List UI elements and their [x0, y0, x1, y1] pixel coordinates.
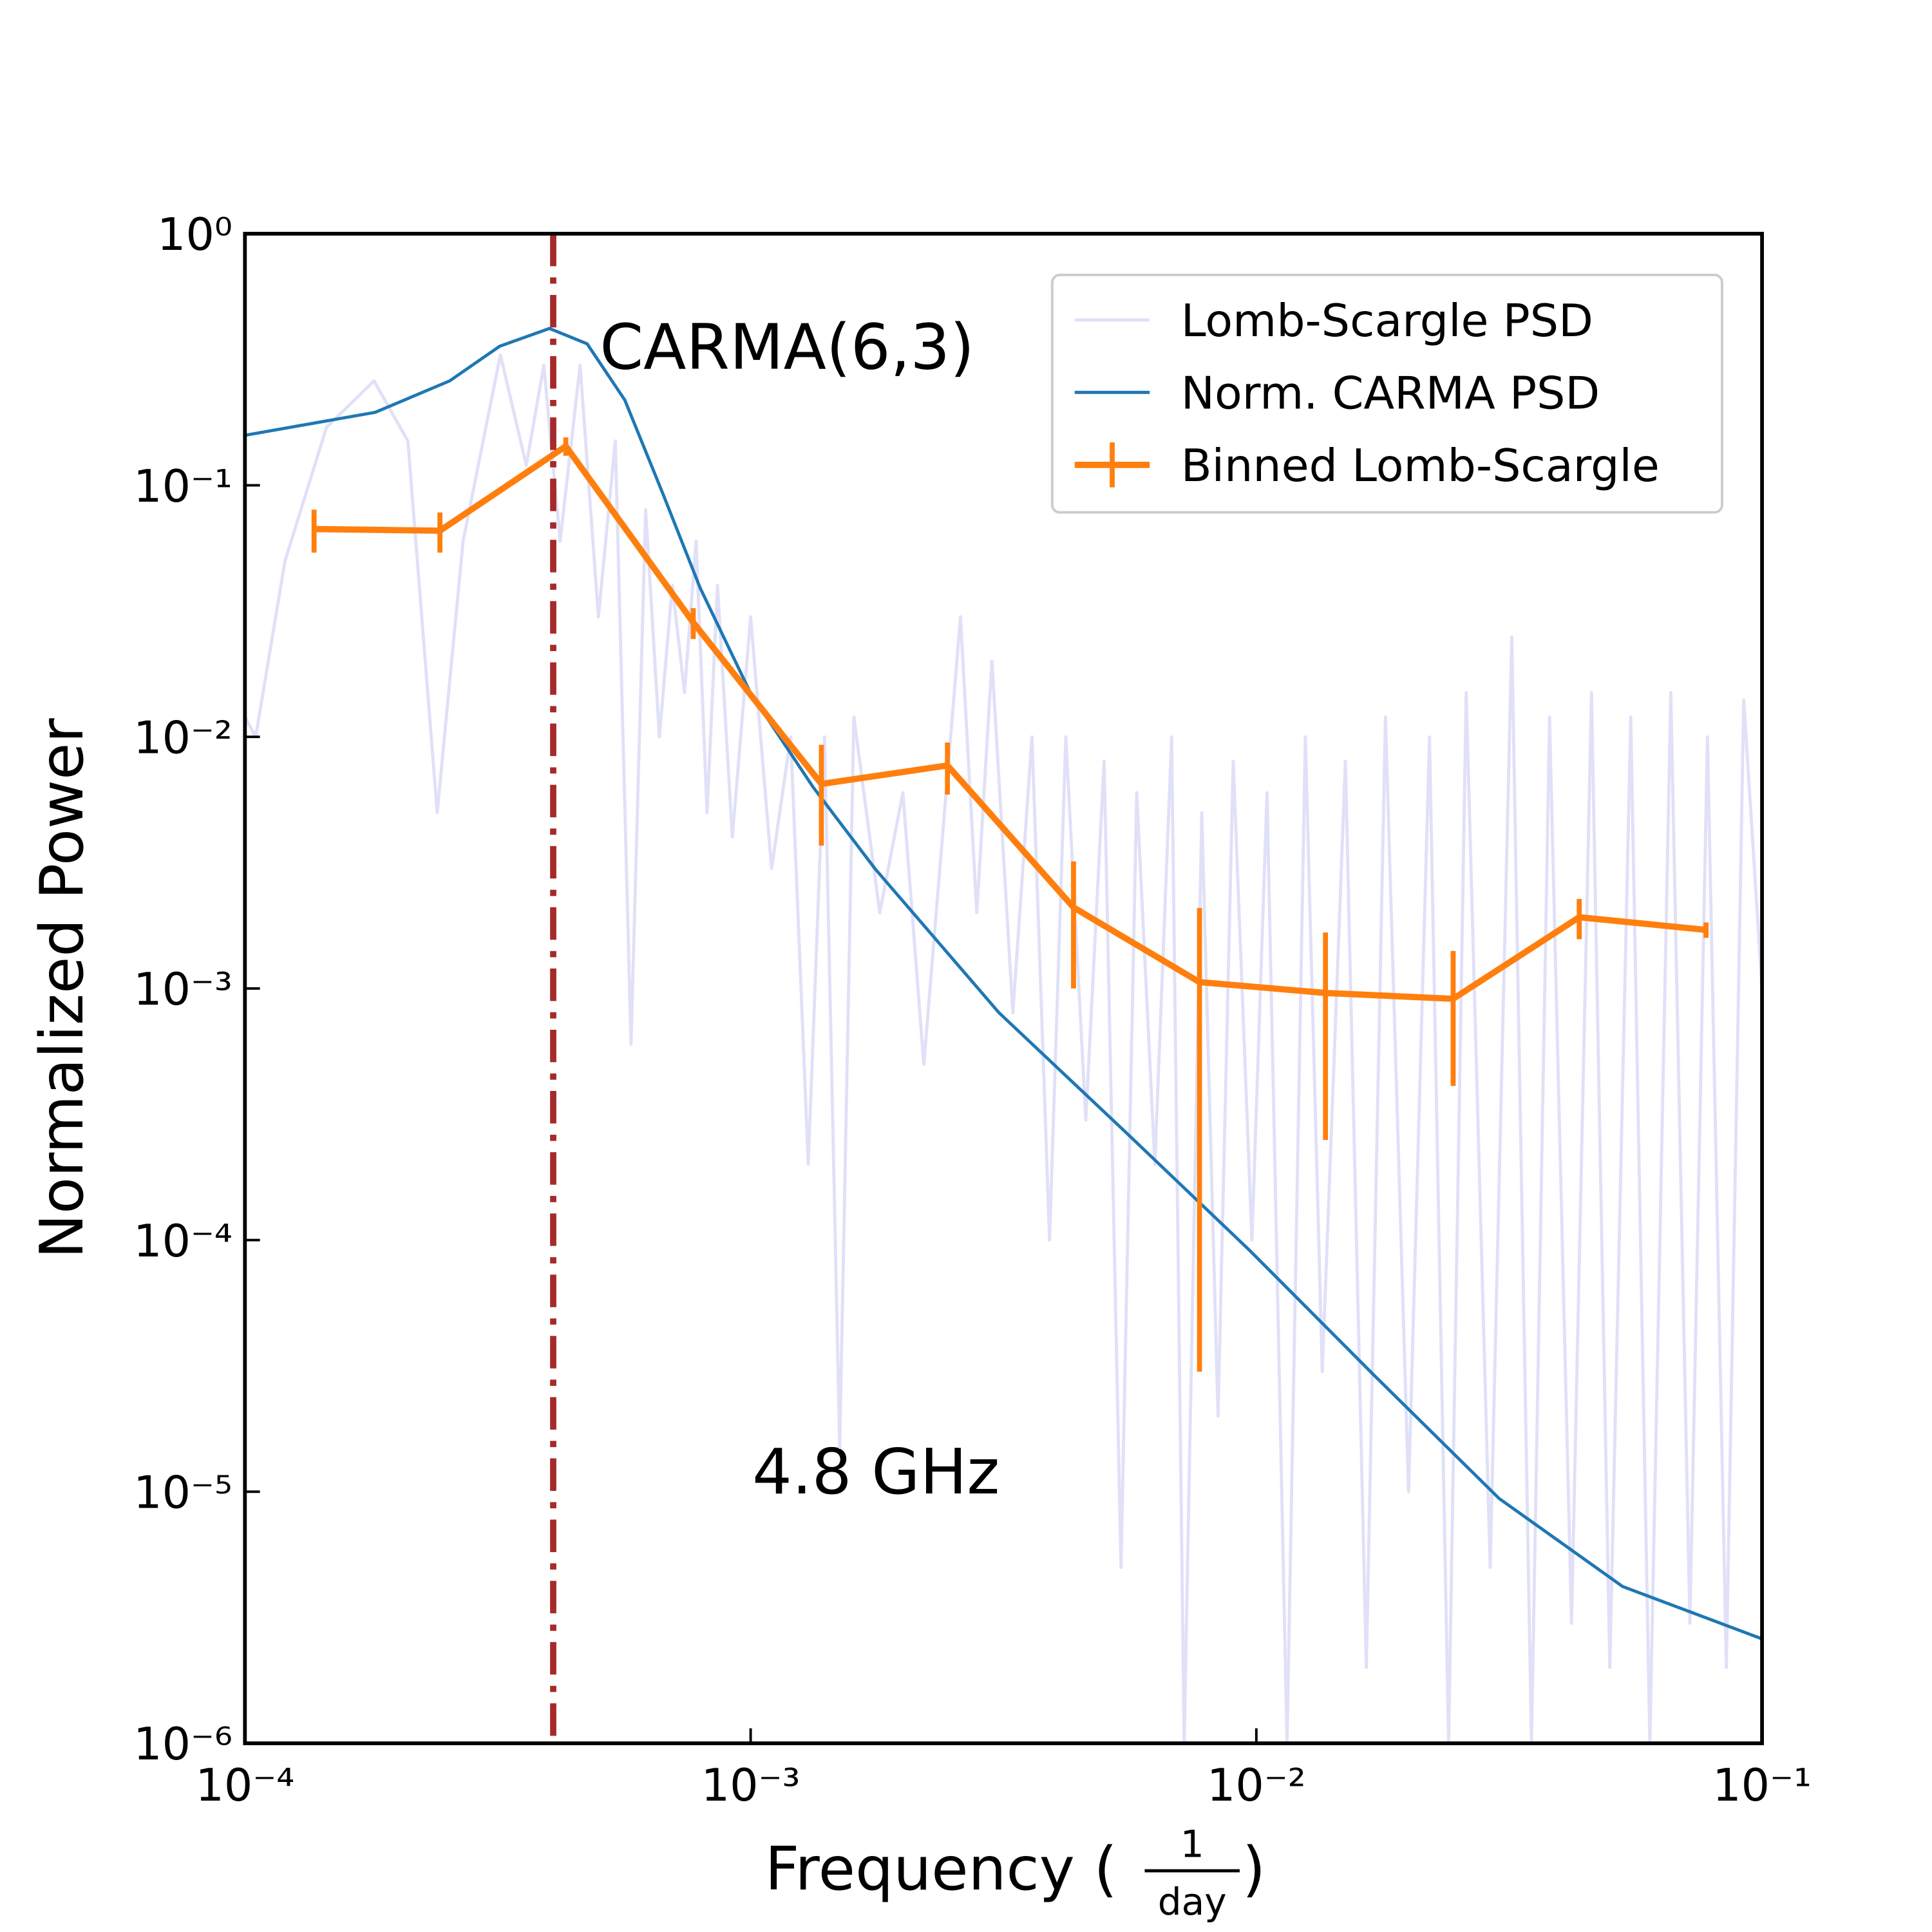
series-line: [314, 443, 1707, 1002]
y-tick-label: 10⁻⁵: [133, 1467, 232, 1519]
y-tick-label: 10⁻³: [133, 963, 232, 1016]
x-axis-label-numerator: 1: [1180, 1823, 1204, 1866]
y-tick-label: 10⁻⁶: [133, 1718, 232, 1770]
x-axis-label: ): [1242, 1834, 1265, 1904]
plot-area: [245, 233, 1763, 1743]
x-axis-label-denominator: day: [1158, 1880, 1227, 1924]
annotation: CARMA(6,3): [600, 310, 974, 383]
annotation: 4.8 GHz: [752, 1435, 999, 1508]
series-line: [245, 353, 1763, 1743]
legend-label: Binned Lomb-Scargle: [1181, 440, 1660, 492]
y-axis-label: Normalized Power: [27, 718, 97, 1259]
y-tick-label: 10⁻²: [133, 712, 232, 764]
y-tick-label: 10⁰: [157, 209, 232, 261]
x-axis-label: Frequency (: [765, 1834, 1117, 1904]
legend-box: [1050, 273, 1723, 514]
x-tick-label: 10⁻³: [701, 1759, 800, 1812]
x-tick-label: 10⁻²: [1207, 1759, 1306, 1812]
y-tick-label: 10⁻⁴: [133, 1215, 232, 1267]
legend-label: Norm. CARMA PSD: [1181, 368, 1600, 420]
x-tick-label: 10⁻⁴: [195, 1759, 294, 1812]
legend-label: Lomb-Scargle PSD: [1181, 295, 1593, 347]
series-line: [245, 327, 1763, 1641]
x-tick-label: 10⁻¹: [1712, 1759, 1812, 1812]
y-tick-label: 10⁻¹: [133, 460, 232, 513]
